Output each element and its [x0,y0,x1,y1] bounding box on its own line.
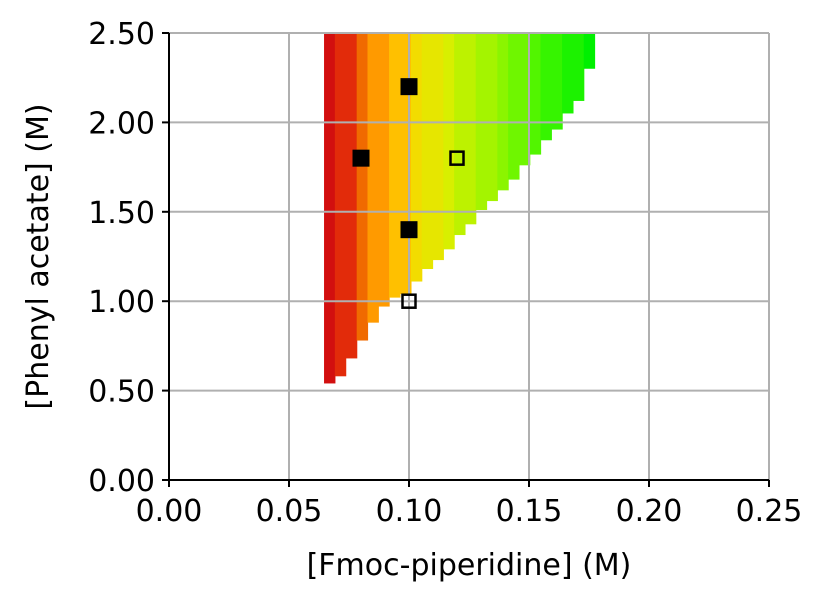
heatmap-cell [389,33,401,298]
data-point-open [449,150,465,166]
heatmap-cell [443,33,455,250]
y-tick-label: 0.00 [88,464,155,499]
heatmap-cell [551,33,563,130]
data-point-filled [400,78,418,96]
y-tick-label: 1.00 [88,285,155,320]
x-tick-label: 0.25 [736,494,803,529]
heatmap-cell [410,33,423,282]
data-point-filled [352,149,370,167]
heatmap-cell [334,33,347,377]
heatmap-cell [518,33,531,166]
heatmap-cell [454,33,466,236]
heatmap-cell [356,33,369,341]
heatmap-cell [399,33,412,295]
grid [168,32,770,481]
x-axis-label: [Fmoc-piperidine] (M) [307,548,632,583]
heatmap-cell [572,33,585,101]
heatmap-cell [562,33,574,114]
y-axis-label: [Phenyl acetate] (M) [21,103,56,409]
x-tick-label: 0.15 [496,494,563,529]
heatmap-cell [421,33,434,270]
axes: 0.00 0.05 0.10 0.15 0.20 0.25 0.00 0.50 1.00 1.50… [88,17,802,529]
y-tick-label: 1.50 [88,196,155,231]
x-tick-label: 0.20 [616,494,683,529]
heatmap-cell [345,33,358,359]
heatmap-cell [367,33,379,323]
data-point-open [401,293,417,309]
y-tick-label: 2.00 [88,106,155,141]
y-tick-label: 2.50 [88,17,155,52]
heatmap [324,33,596,384]
heatmap-cell [583,33,596,69]
x-tick-label: 0.00 [136,494,203,529]
heatmap-cell [508,33,520,180]
heatmap-cell [529,33,542,155]
heatmap-cell [464,33,477,225]
heatmap-cell [497,33,509,191]
heatmap-cell [324,33,336,384]
heatmap-cell [432,33,444,261]
heatmap-cell [540,33,552,141]
y-tick-label: 0.50 [88,375,155,410]
heatmap-cell [486,33,498,202]
x-tick-label: 0.05 [256,494,323,529]
x-tick-label: 0.10 [376,494,443,529]
data-point-filled [400,221,418,239]
data-points [352,78,465,309]
heatmap-cell [378,33,390,307]
